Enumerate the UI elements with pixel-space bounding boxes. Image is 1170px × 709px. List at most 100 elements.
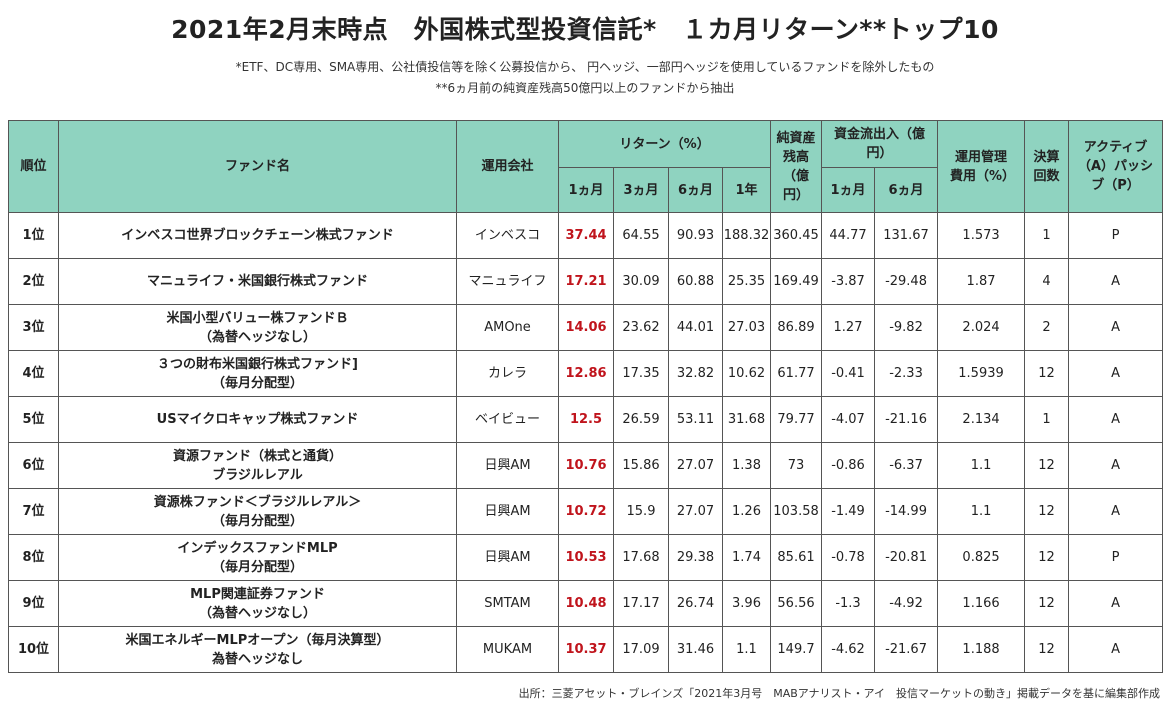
table-row: 2位 マニュライフ・米国銀行株式ファンド マニュライフ 17.21 30.09 …	[8, 258, 1164, 305]
header-flow-group: 資金流出入（億円）	[821, 120, 939, 168]
settlement-cell: 4	[1024, 258, 1070, 305]
fund-name-line2: ブラジルレアル	[212, 467, 303, 483]
fund-name-cell: マニュライフ・米国銀行株式ファンド	[58, 258, 457, 305]
return-6m-cell: 26.74	[668, 580, 723, 627]
header-return-6m: 6ヵ月	[668, 167, 723, 213]
return-3m-cell: 17.68	[613, 534, 669, 581]
flow-6m-cell: -9.82	[874, 304, 939, 351]
header-return-3m: 3ヵ月	[613, 167, 669, 213]
return-3m-cell: 26.59	[613, 396, 669, 443]
fee-cell: 2.024	[937, 304, 1026, 351]
return-3m-cell: 23.62	[613, 304, 669, 351]
flow-1m-cell: -0.41	[821, 350, 876, 397]
header-fee: 運用管理費用（%）	[937, 120, 1026, 213]
fund-name-line2: （為替ヘッジなし）	[198, 329, 316, 345]
rank-cell: 4位	[8, 350, 59, 397]
rank-cell: 9位	[8, 580, 59, 627]
fund-name-line1: マニュライフ・米国銀行株式ファンド	[146, 274, 368, 289]
return-1y-cell: 1.38	[721, 442, 772, 489]
flow-6m-cell: 131.67	[874, 212, 939, 259]
fund-name-line1: MLP関連証券ファンド	[190, 586, 325, 602]
footnote-exclusions: *ETF、DC専用、SMA専用、公社債投信等を除く公募投信から、 円ヘッジ、一部…	[235, 60, 935, 74]
return-1m-cell: 12.5	[558, 396, 614, 443]
return-6m-cell: 53.11	[668, 396, 723, 443]
settlement-cell: 2	[1024, 304, 1070, 351]
return-1y-cell: 1.26	[721, 488, 772, 535]
active-passive-cell: A	[1068, 442, 1164, 489]
company-cell: MUKAM	[456, 626, 559, 673]
company-cell: AMOne	[456, 304, 559, 351]
net-assets-cell: 61.77	[770, 350, 823, 397]
fund-name-line1: 米国小型バリュー株ファンドＢ	[166, 310, 349, 326]
return-1y-cell: 1.1	[721, 626, 772, 673]
settlement-cell: 12	[1024, 626, 1070, 673]
rank-cell: 7位	[8, 488, 59, 535]
return-3m-cell: 17.17	[613, 580, 669, 627]
settlement-cell: 12	[1024, 442, 1070, 489]
flow-1m-cell: -0.86	[821, 442, 876, 489]
return-6m-cell: 90.93	[668, 212, 723, 259]
fee-cell: 1.166	[937, 580, 1026, 627]
fund-name-line2: （毎月分配型）	[211, 559, 303, 575]
rank-cell: 10位	[8, 626, 59, 673]
header-active-passive: アクティブ（A）パッシブ（P）	[1068, 120, 1164, 213]
table-row: 10位 米国エネルギーMLPオープン（毎月決算型） 為替ヘッジなし MUKAM 1…	[8, 626, 1164, 673]
active-passive-cell: A	[1068, 258, 1164, 305]
rank-cell: 8位	[8, 534, 59, 581]
flow-6m-cell: -21.67	[874, 626, 939, 673]
return-6m-cell: 31.46	[668, 626, 723, 673]
flow-6m-cell: -20.81	[874, 534, 939, 581]
fund-name-line2: （為替ヘッジなし）	[198, 605, 316, 621]
company-cell: 日興AM	[456, 442, 559, 489]
table-row: 6位 資源ファンド（株式と通貨） ブラジルレアル 日興AM 10.76 15.86…	[8, 442, 1164, 489]
footnote-extraction: **6ヵ月前の純資産残高50億円以上のファンドから抽出	[435, 81, 735, 95]
fund-name-line1: ３つの財布米国銀行株式ファンド]	[157, 356, 358, 372]
ranking-table: 順位 ファンド名 運用会社 リターン（%） 純資産残高（億円） 資金流出入（億円…	[8, 120, 1164, 673]
table-row: 3位 米国小型バリュー株ファンドＢ （為替ヘッジなし） AMOne 14.06 2…	[8, 304, 1164, 351]
company-cell: SMTAM	[456, 580, 559, 627]
table-row: 7位 資源株ファンド＜ブラジルレアル＞ （毎月分配型） 日興AM 10.72 15…	[8, 488, 1164, 535]
net-assets-cell: 149.7	[770, 626, 823, 673]
fund-name-line1: 米国エネルギーMLPオープン（毎月決算型）	[125, 632, 390, 648]
net-assets-cell: 86.89	[770, 304, 823, 351]
return-3m-cell: 15.86	[613, 442, 669, 489]
return-1m-cell: 12.86	[558, 350, 614, 397]
fee-cell: 1.1	[937, 488, 1026, 535]
return-1y-cell: 1.74	[721, 534, 772, 581]
return-3m-cell: 17.35	[613, 350, 669, 397]
company-cell: マニュライフ	[456, 258, 559, 305]
active-passive-cell: A	[1068, 304, 1164, 351]
net-assets-cell: 85.61	[770, 534, 823, 581]
table-row: 9位 MLP関連証券ファンド （為替ヘッジなし） SMTAM 10.48 17.1…	[8, 580, 1164, 627]
flow-6m-cell: -4.92	[874, 580, 939, 627]
return-3m-cell: 15.9	[613, 488, 669, 535]
rank-cell: 5位	[8, 396, 59, 443]
active-passive-cell: A	[1068, 626, 1164, 673]
table-row: 1位 インベスコ世界ブロックチェーン株式ファンド インベスコ 37.44 64.…	[8, 212, 1164, 259]
return-1y-cell: 31.68	[721, 396, 772, 443]
settlement-cell: 1	[1024, 212, 1070, 259]
return-1m-cell: 10.72	[558, 488, 614, 535]
active-passive-cell: A	[1068, 488, 1164, 535]
header-settlement: 決算回数	[1024, 120, 1070, 213]
return-1y-cell: 188.32	[721, 212, 772, 259]
fund-name-cell: 資源株ファンド＜ブラジルレアル＞ （毎月分配型）	[58, 488, 457, 535]
flow-1m-cell: -1.3	[821, 580, 876, 627]
return-1y-cell: 25.35	[721, 258, 772, 305]
net-assets-cell: 56.56	[770, 580, 823, 627]
fund-name-line1: インデックスファンドMLP	[177, 540, 338, 556]
fund-name-cell: USマイクロキャップ株式ファンド	[58, 396, 457, 443]
return-6m-cell: 32.82	[668, 350, 723, 397]
table-row: 8位 インデックスファンドMLP （毎月分配型） 日興AM 10.53 17.68…	[8, 534, 1164, 581]
return-1y-cell: 27.03	[721, 304, 772, 351]
net-assets-cell: 73	[770, 442, 823, 489]
rank-cell: 6位	[8, 442, 59, 489]
fund-name-cell: インデックスファンドMLP （毎月分配型）	[58, 534, 457, 581]
fund-name-line2: 為替ヘッジなし	[211, 651, 303, 667]
net-assets-cell: 360.45	[770, 212, 823, 259]
fund-name-line2: （毎月分配型）	[211, 375, 303, 391]
return-1m-cell: 37.44	[558, 212, 614, 259]
flow-6m-cell: -2.33	[874, 350, 939, 397]
fund-name-line1: 資源ファンド（株式と通貨）	[172, 448, 342, 464]
active-passive-cell: P	[1068, 212, 1164, 259]
